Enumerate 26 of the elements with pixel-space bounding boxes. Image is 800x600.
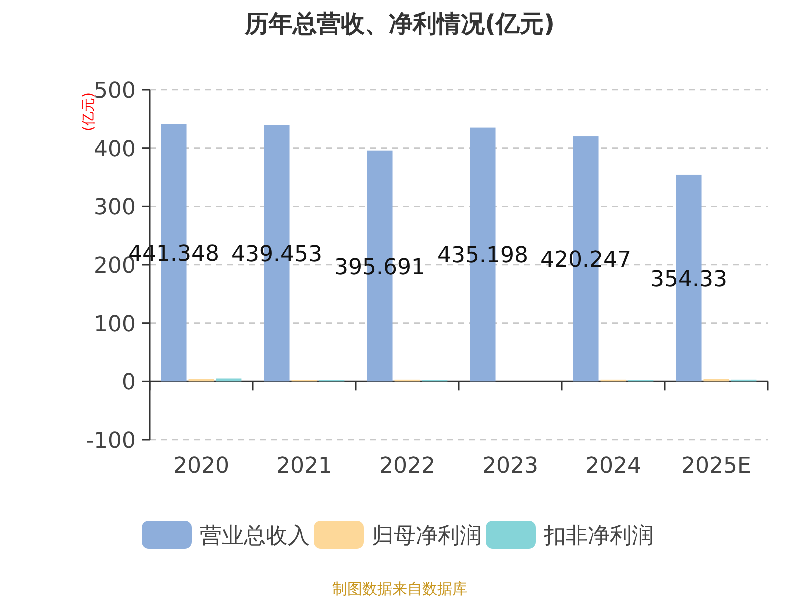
legend-label: 归母净利润	[372, 524, 482, 549]
y-tick-label: 400	[94, 137, 136, 162]
data-label: 395.691	[334, 255, 426, 280]
legend-item: 营业总收入	[142, 521, 310, 549]
y-tick-label: -100	[86, 429, 136, 454]
x-tick-label: 2020	[174, 454, 230, 479]
x-tick-label: 2021	[276, 454, 332, 479]
x-tick-label: 2025E	[682, 454, 752, 479]
x-tick-label: 2023	[482, 454, 538, 479]
data-label: 420.247	[540, 248, 632, 274]
legend-item: 归母净利润	[314, 521, 482, 549]
text: 制图数据来自数据库	[332, 580, 468, 598]
data-label: 435.198	[438, 244, 529, 269]
chart-title: 历年总营收、净利情况(亿元)	[244, 10, 555, 38]
y-tick-label: 100	[94, 312, 136, 338]
y-tick-label: 500	[94, 79, 136, 104]
x-tick-label: 2022	[380, 454, 436, 479]
x-tick-label: 2024	[586, 454, 642, 479]
legend-item: 扣非净利润	[486, 521, 654, 549]
y-tick-label: 300	[94, 196, 136, 221]
legend-label: 营业总收入	[200, 524, 310, 549]
legend-label: 扣非净利润	[543, 524, 654, 549]
data-label: 439.453	[232, 242, 323, 268]
y-tick-label: 0	[122, 370, 136, 396]
data-label: 354.33	[650, 267, 728, 292]
y-axis-title: (亿元)	[81, 92, 97, 132]
